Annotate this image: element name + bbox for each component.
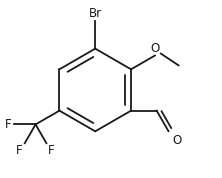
Text: F: F bbox=[5, 118, 12, 131]
Text: Br: Br bbox=[89, 7, 102, 20]
Text: F: F bbox=[48, 144, 55, 157]
Text: O: O bbox=[172, 134, 182, 147]
Text: O: O bbox=[150, 41, 160, 54]
Text: F: F bbox=[16, 144, 23, 157]
